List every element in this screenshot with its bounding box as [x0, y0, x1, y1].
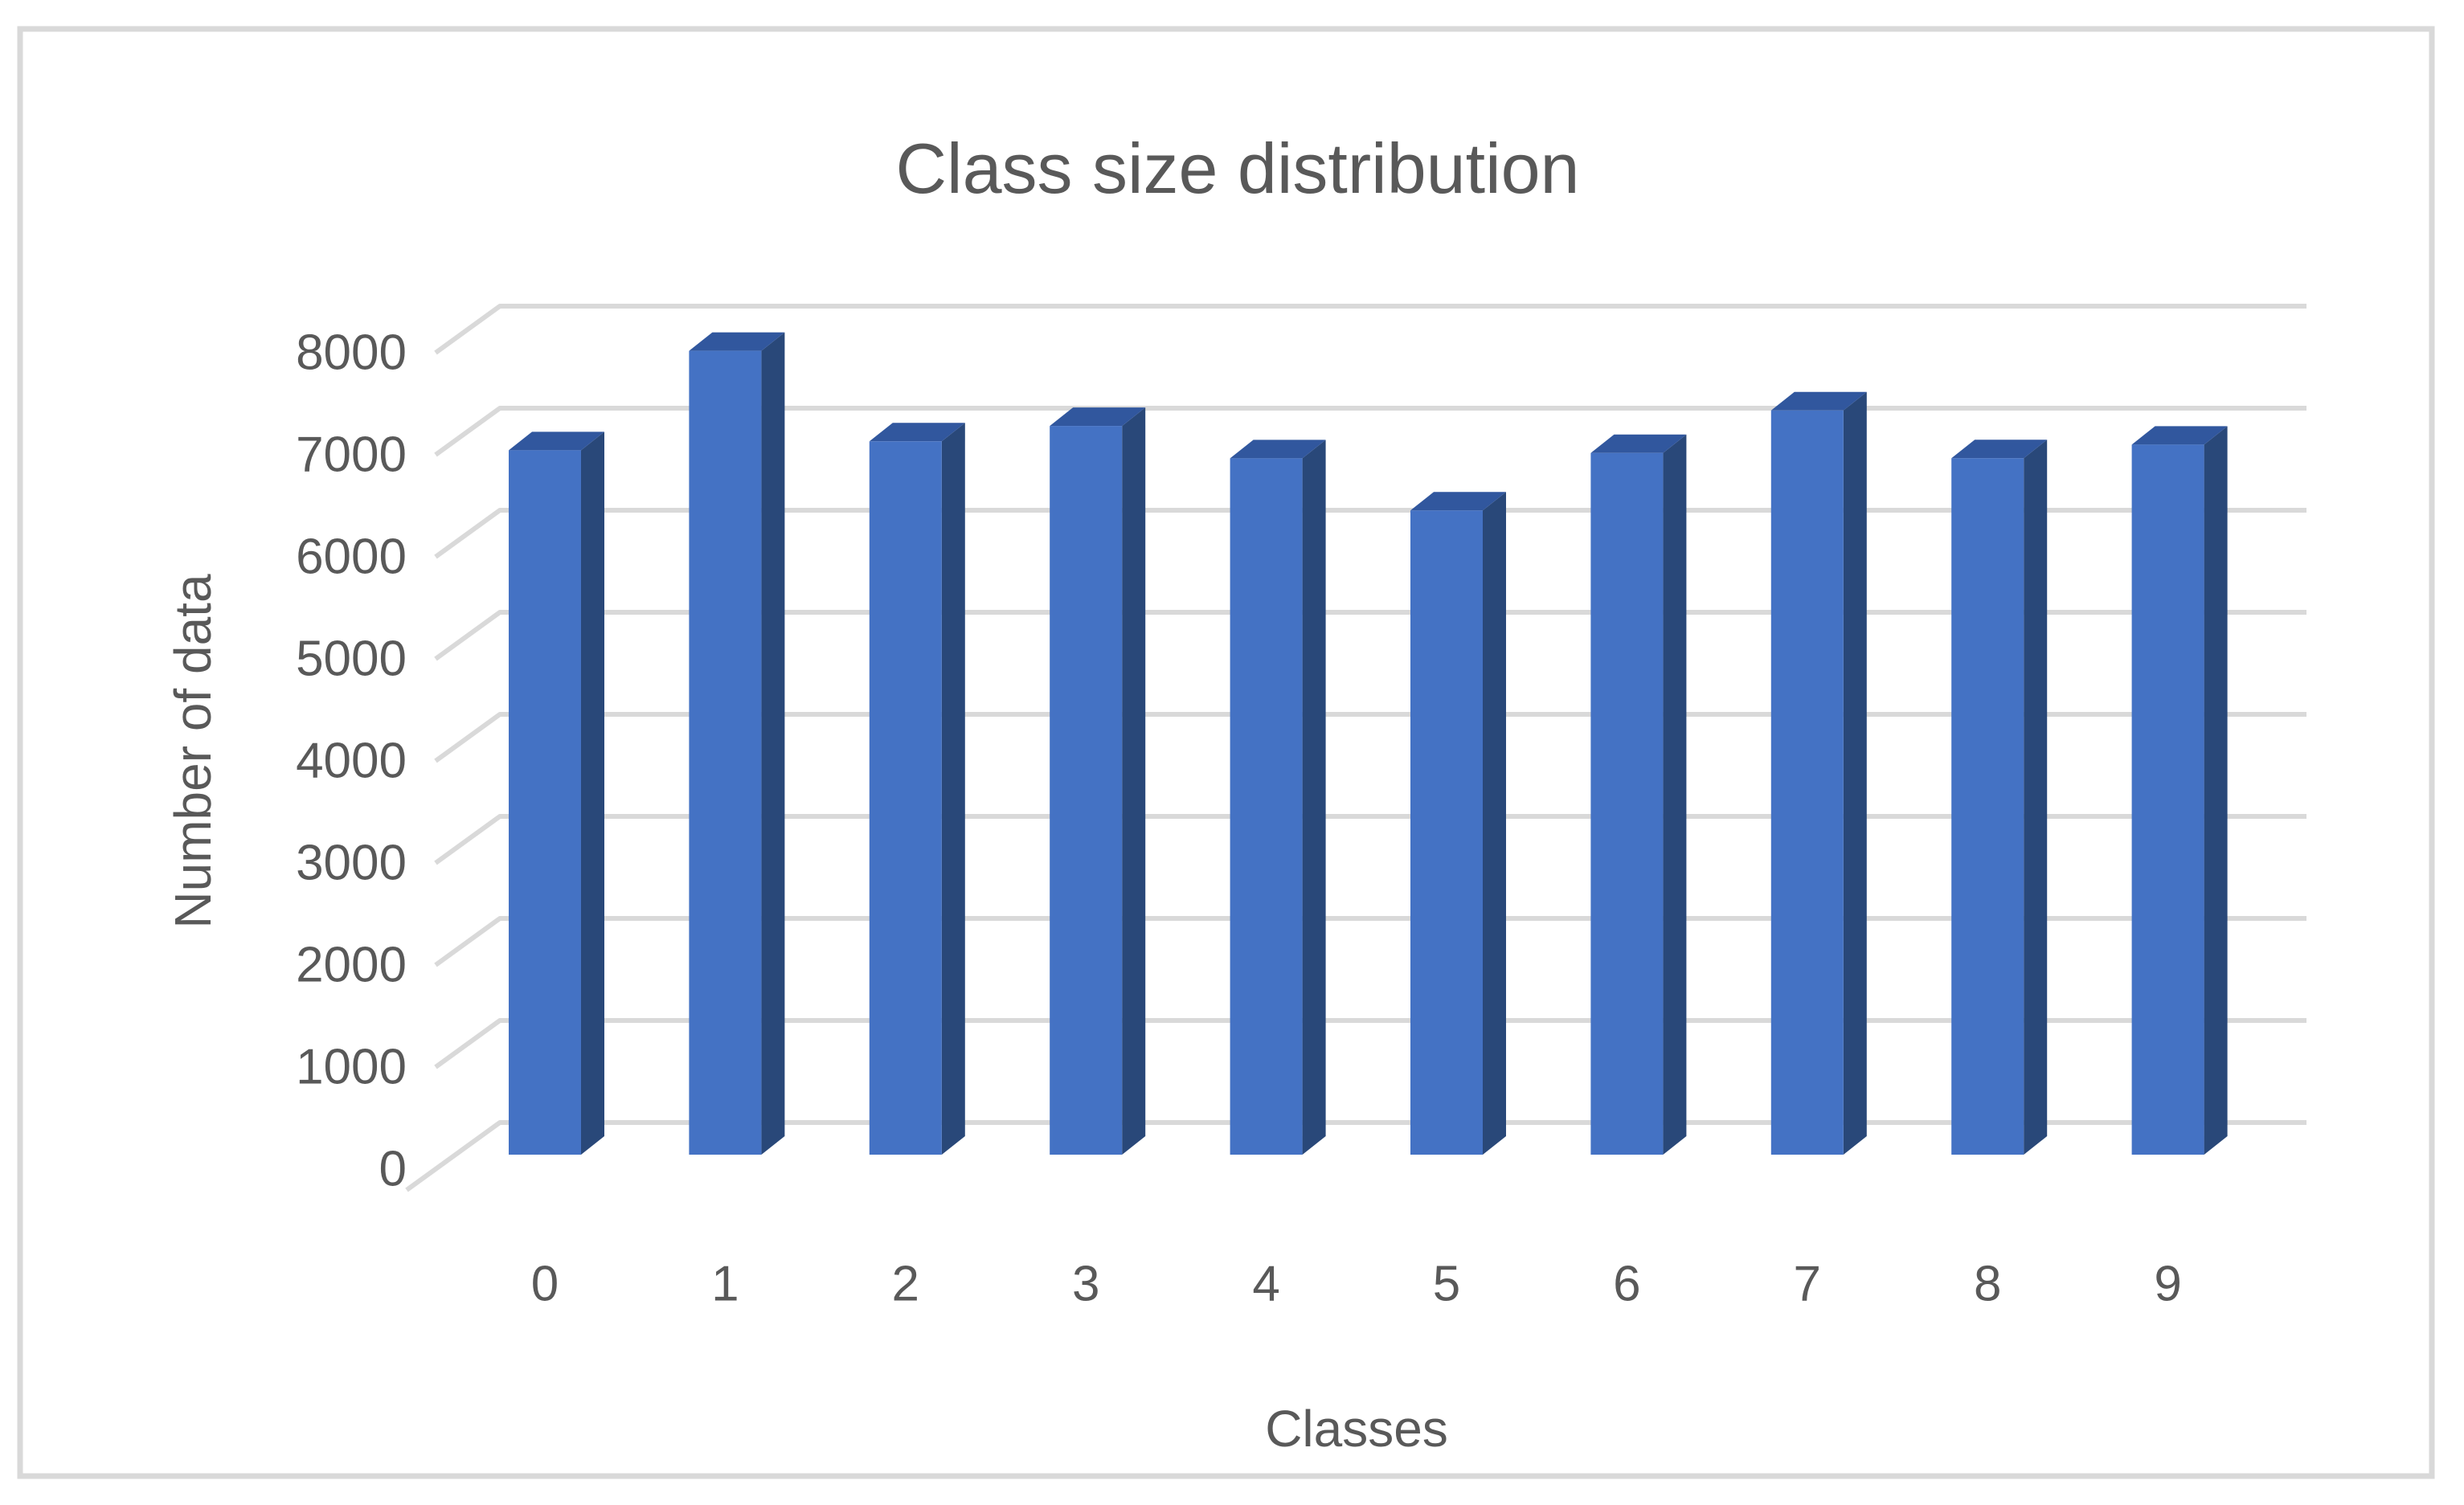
bar-top-face [1410, 492, 1506, 511]
bar [689, 332, 785, 1155]
bar-side-face [2204, 426, 2228, 1155]
gridline [434, 610, 2306, 661]
bar [1770, 391, 1867, 1155]
x-axis-category-labels: 0 1 2 3 4 5 6 7 8 9 [531, 1257, 2182, 1312]
bar-front-face [1770, 410, 1844, 1155]
bar-side-face [1483, 492, 1506, 1155]
bar-front-face [689, 350, 762, 1155]
y-tick-label: 0 [379, 1142, 407, 1197]
bar-side-face [941, 423, 965, 1155]
x-category-label: 1 [711, 1257, 739, 1312]
bar-top-face [509, 431, 604, 451]
bar [1050, 407, 1146, 1155]
bar-top-face [1951, 440, 2048, 459]
y-axis-tick-labels: 0 1000 2000 3000 4000 5000 6000 7000 8000 [296, 325, 407, 1197]
x-axis-title: Classes [1265, 1400, 1448, 1458]
y-tick-label: 1000 [296, 1040, 407, 1095]
gridline [434, 1018, 2306, 1069]
bar-front-face [1590, 452, 1664, 1155]
bar-top-face [1590, 434, 1687, 453]
bar-top-face [1230, 440, 1326, 459]
y-tick-label: 7000 [296, 427, 407, 483]
bar-side-face [1663, 434, 1687, 1155]
bar-side-face [2024, 440, 2048, 1155]
bar [1951, 440, 2048, 1155]
bar-front-face [869, 441, 942, 1155]
y-tick-label: 2000 [296, 938, 407, 993]
gridline [434, 304, 2306, 355]
y-tick-label: 6000 [296, 530, 407, 585]
gridline [405, 1120, 2306, 1192]
y-axis-title: Number of data [164, 574, 222, 929]
bar-side-face [761, 332, 785, 1155]
bar-side-face [1302, 440, 1326, 1155]
bars-layer [509, 332, 2228, 1155]
y-tick-label: 5000 [296, 632, 407, 687]
bar-front-face [2131, 444, 2204, 1155]
x-category-label: 0 [531, 1257, 559, 1312]
bar-top-face [689, 332, 785, 351]
x-category-label: 2 [892, 1257, 919, 1312]
bar-side-face [1843, 391, 1867, 1155]
x-category-label: 4 [1252, 1257, 1279, 1312]
bar-front-face [509, 450, 581, 1155]
bar-front-face [1951, 458, 2024, 1155]
x-category-label: 7 [1794, 1257, 1821, 1312]
x-category-label: 9 [2154, 1257, 2181, 1312]
y-tick-label: 3000 [296, 836, 407, 891]
gridline [434, 814, 2306, 865]
gridline [434, 916, 2306, 967]
bar [869, 423, 965, 1155]
y-tick-label: 4000 [296, 734, 407, 789]
gridlines-layer [405, 304, 2306, 1192]
x-category-label: 3 [1072, 1257, 1099, 1312]
gridline [434, 508, 2306, 559]
bar-top-face [2131, 426, 2228, 445]
gridline [434, 712, 2306, 763]
bar-front-face [1050, 426, 1123, 1155]
bar [2131, 426, 2228, 1155]
y-tick-label: 8000 [296, 325, 407, 381]
x-category-label: 8 [1974, 1257, 2001, 1312]
bar [1230, 440, 1326, 1155]
gridline [434, 406, 2306, 457]
bar-side-face [581, 431, 604, 1155]
x-category-label: 6 [1613, 1257, 1640, 1312]
bar-top-face [1770, 391, 1867, 411]
x-category-label: 5 [1433, 1257, 1460, 1312]
bar-front-face [1230, 458, 1303, 1155]
bar [1590, 434, 1687, 1155]
bar [1410, 492, 1506, 1155]
bar-side-face [1122, 407, 1146, 1155]
bar-top-face [869, 423, 965, 442]
bar [509, 431, 604, 1155]
chart-border-frame [17, 26, 2435, 1479]
chart-title: Class size distribution [896, 129, 1580, 208]
bar-top-face [1050, 407, 1146, 427]
bar-front-face [1410, 510, 1483, 1155]
